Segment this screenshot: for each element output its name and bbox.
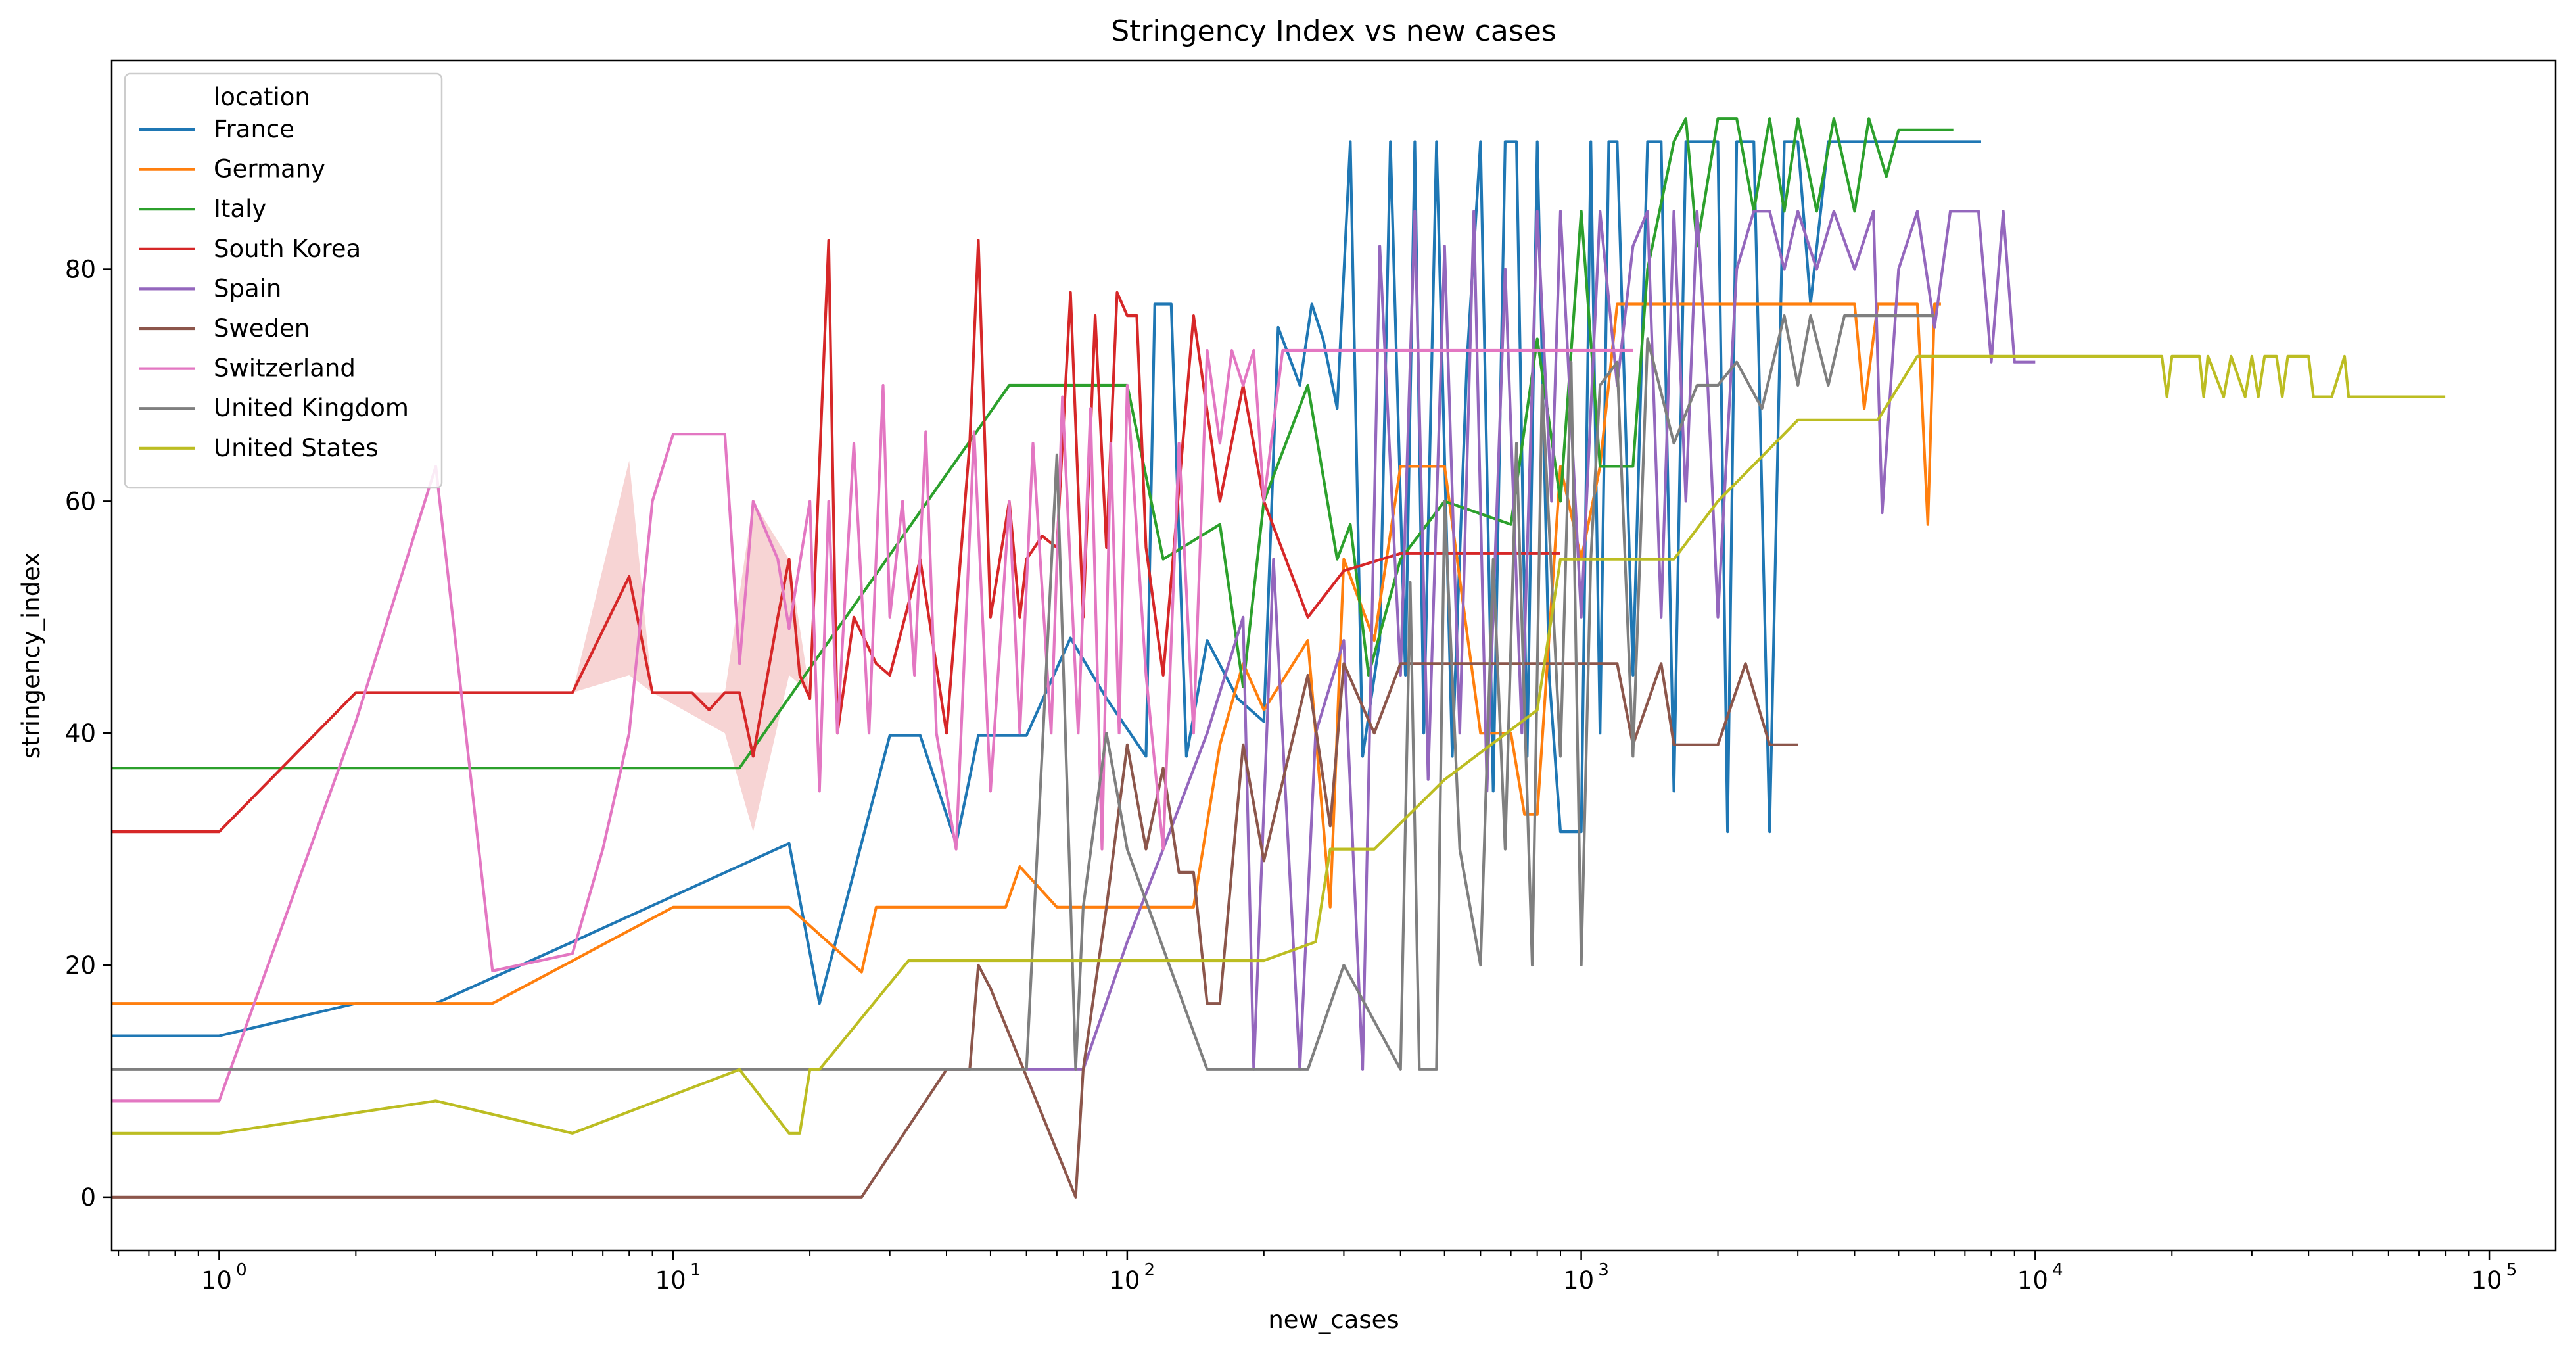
legend-title: location xyxy=(214,83,310,111)
legend-label: United Kingdom xyxy=(214,394,409,422)
legend-label: Switzerland xyxy=(214,354,356,383)
y-axis: 0 20 40 60 80 xyxy=(65,256,112,1212)
plot-area xyxy=(112,117,2446,1199)
legend-label: France xyxy=(214,115,294,143)
x-tick-label: 10 xyxy=(655,1266,686,1295)
x-tick-label: 10 xyxy=(2017,1266,2048,1295)
x-tick-exponent: 4 xyxy=(2052,1260,2063,1280)
legend-label: Spain xyxy=(214,274,281,302)
series-line-united-states xyxy=(112,354,2446,1135)
y-tick-label: 0 xyxy=(80,1183,96,1212)
legend-label: Italy xyxy=(214,195,266,223)
series-line-italy xyxy=(112,117,1954,770)
legend-label: Germany xyxy=(214,155,325,183)
series-line-switzerland xyxy=(112,348,1633,1103)
x-axis: 10 0 10 1 10 2 10 3 10 4 10 5 xyxy=(118,1250,2517,1295)
x-tick-label: 10 xyxy=(2471,1266,2502,1295)
x-axis-label: new_cases xyxy=(1268,1306,1399,1334)
x-tick-exponent: 1 xyxy=(690,1260,701,1280)
legend-label: Sweden xyxy=(214,314,310,343)
legend-label: South Korea xyxy=(214,235,361,263)
series-line-sweden xyxy=(112,662,1798,1199)
y-tick-label: 80 xyxy=(65,256,96,284)
x-tick-exponent: 0 xyxy=(236,1260,247,1280)
legend-label: United States xyxy=(214,434,379,462)
plot-frame xyxy=(110,59,2557,1252)
legend-frame xyxy=(124,72,443,489)
x-tick-exponent: 2 xyxy=(1144,1260,1156,1280)
x-tick-exponent: 5 xyxy=(2506,1260,2517,1280)
y-axis-label: stringency_index xyxy=(17,552,45,759)
series-line-south-korea xyxy=(112,239,1560,834)
y-tick-label: 20 xyxy=(65,951,96,980)
confidence-band xyxy=(572,460,820,832)
x-tick-exponent: 3 xyxy=(1598,1260,1609,1280)
y-tick-label: 40 xyxy=(65,719,96,748)
legend: location France Germany Italy South Korea Sp… xyxy=(124,72,443,489)
x-tick-label: 10 xyxy=(201,1266,232,1295)
x-tick-label: 10 xyxy=(1563,1266,1594,1295)
chart-title: Stringency Index vs new cases xyxy=(1111,14,1557,48)
y-tick-label: 60 xyxy=(65,487,96,515)
x-tick-label: 10 xyxy=(1109,1266,1140,1295)
